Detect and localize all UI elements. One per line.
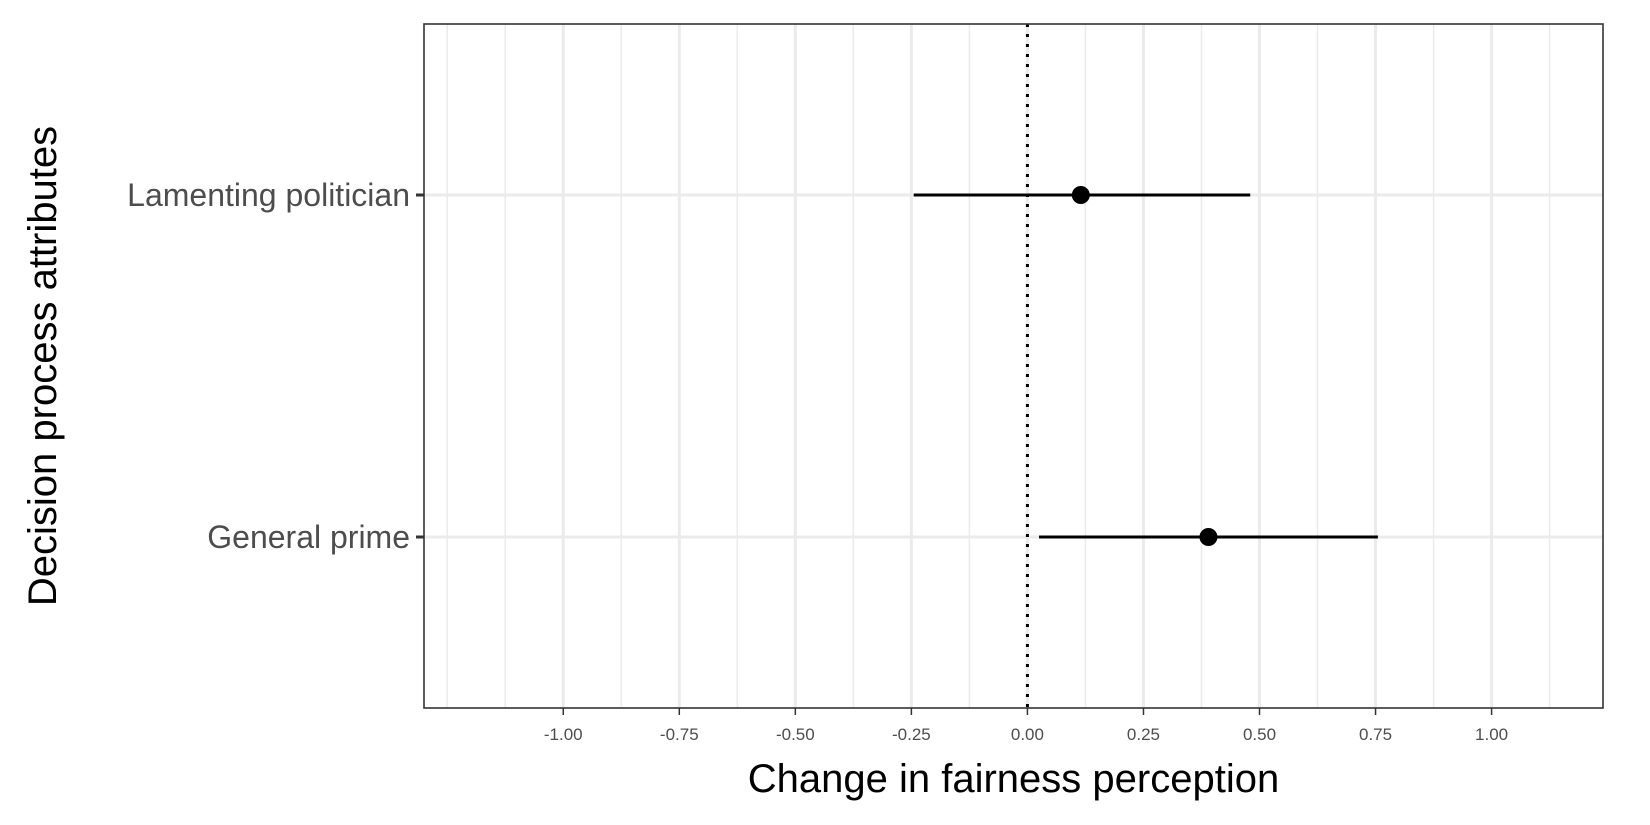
x-tick-label: 0.75: [1359, 725, 1392, 744]
point-estimates: [1071, 186, 1218, 546]
x-axis-ticks: [562, 708, 1493, 715]
x-axis-labels: -1.00 -0.75 -0.50 -0.25 0.00 0.25 0.50 0.75 1.00: [544, 725, 1508, 744]
x-tick-label: -0.75: [660, 725, 699, 744]
panel-border: [423, 23, 1604, 709]
confidence-intervals: [913, 193, 1378, 539]
x-tick-label: 1.00: [1475, 725, 1508, 744]
x-axis-title: Change in fairness perception: [748, 757, 1279, 801]
y-axis-title: Decision process attributes: [21, 126, 65, 606]
x-tick-label: -0.25: [892, 725, 931, 744]
minor-gridlines: [446, 24, 1551, 708]
x-tick-label: -0.50: [776, 725, 815, 744]
major-gridlines: [561, 24, 1494, 708]
category-gridlines: [424, 193, 1603, 539]
point-estimate: [1071, 186, 1090, 204]
y-tick-label: Lamenting politician: [127, 177, 410, 213]
y-axis-labels: Lamenting politician General prime: [127, 177, 410, 555]
y-tick-label: General prime: [207, 519, 410, 555]
x-tick-label: 0.50: [1243, 725, 1276, 744]
x-tick-label: 0.25: [1127, 725, 1160, 744]
x-tick-label: 0.00: [1011, 725, 1044, 744]
point-estimate: [1199, 528, 1218, 546]
x-tick-label: -1.00: [544, 725, 583, 744]
y-axis-ticks: [416, 193, 424, 539]
